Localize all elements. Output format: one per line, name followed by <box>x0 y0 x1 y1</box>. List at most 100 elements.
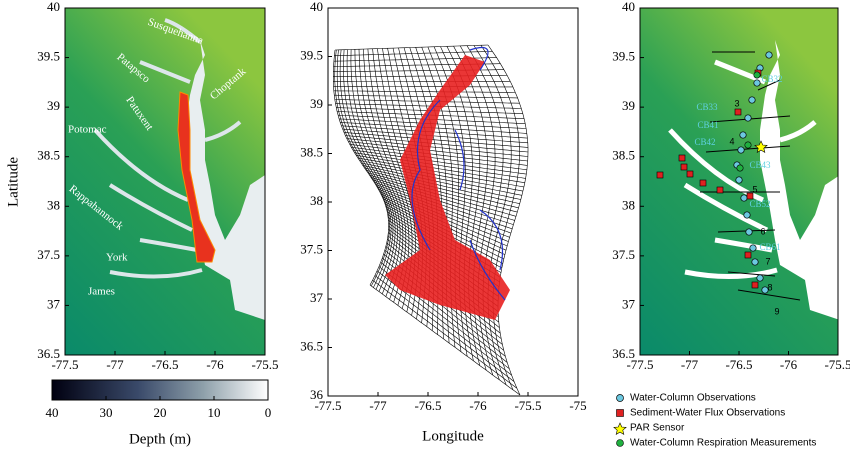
y-tick-label: 38 <box>622 197 635 212</box>
y-tick-label: 36.5 <box>300 338 323 353</box>
model-grid <box>333 44 529 396</box>
segment-label: 3 <box>734 98 739 108</box>
x-tick-label: -76 <box>780 357 798 372</box>
grid-cell-line <box>364 167 520 204</box>
bay-cells <box>385 55 510 320</box>
grid-cell-line <box>487 44 529 396</box>
flux-station <box>716 186 724 194</box>
station-label: CB61 <box>759 242 780 252</box>
x-tick-label: -76.5 <box>725 357 752 372</box>
x-tick-label: -76 <box>469 398 487 413</box>
x-tick-label: -75.5 <box>824 357 850 372</box>
water-column-station <box>735 176 743 184</box>
y-tick-label: 39.5 <box>300 47 323 62</box>
grid-cell-line <box>346 49 398 295</box>
grid-cell-line <box>373 181 513 230</box>
segment-label: 5 <box>752 184 757 194</box>
colorbar-label: Depth (m) <box>129 431 191 447</box>
x-tick-label: -77.5 <box>626 357 653 372</box>
grid-cell-line <box>369 284 521 396</box>
x-tick-label: -75.5 <box>251 357 278 372</box>
x-tick-label: -76 <box>206 357 224 372</box>
water-column-station <box>748 96 756 104</box>
colorbar-tick-label: 30 <box>100 405 113 420</box>
depth-map <box>65 8 265 355</box>
grid-cell-line <box>334 51 493 56</box>
water-column-station <box>744 114 752 122</box>
y-tick-label: 39 <box>310 96 323 111</box>
grid-cell-line <box>370 177 515 221</box>
grid-cell-line <box>369 174 517 217</box>
grid-cell-line <box>354 152 526 179</box>
flux-station <box>680 163 688 171</box>
segment-boundary <box>705 145 791 153</box>
grid-cell-line <box>363 49 410 306</box>
grid-cell-line <box>334 44 489 51</box>
legend-symbol <box>613 422 627 436</box>
grid-cell-line <box>374 275 515 382</box>
colorbar-tick-label: 0 <box>265 405 272 420</box>
flux-station <box>744 251 752 259</box>
station-label: CB33 <box>696 102 718 112</box>
grid-cell-line <box>346 138 528 157</box>
flux-station <box>751 281 759 289</box>
grid-cell-line <box>345 135 529 153</box>
grid-cell-line <box>350 49 401 297</box>
grid-cell-line <box>361 162 522 196</box>
grid-cell-line <box>334 94 518 99</box>
grid-cell-line <box>343 132 529 148</box>
water-column-station <box>751 258 759 266</box>
flux-station <box>734 108 742 116</box>
y-tick-label: 38.5 <box>300 144 323 159</box>
legend-symbol <box>616 439 624 447</box>
station-label: CB32 <box>761 74 782 84</box>
segment-label: 7 <box>765 256 770 266</box>
y-tick-label: 37.5 <box>37 247 60 262</box>
segment-label: 6 <box>760 226 765 236</box>
grid-cell-line <box>357 157 524 188</box>
station-markers <box>656 51 801 301</box>
grid-cell-line <box>333 75 508 77</box>
segment-label: 8 <box>767 282 772 292</box>
grid-cell-line <box>367 172 518 213</box>
legend-symbol <box>616 394 624 402</box>
y-tick-label: 39.5 <box>612 49 635 64</box>
grid-cell-line <box>333 86 513 88</box>
y-tick-label: 39.5 <box>37 49 60 64</box>
y-tick-label: 37 <box>47 296 61 311</box>
y-tick-label: 37 <box>310 290 324 305</box>
respiration-station <box>744 141 752 149</box>
grid-cell-line <box>367 48 413 309</box>
x-tick-label: -75 <box>569 398 586 413</box>
segment-boundary <box>727 271 776 277</box>
y-tick-label: 38.5 <box>37 148 60 163</box>
grid-cell-line <box>473 45 512 386</box>
grid-cell-line <box>351 146 527 171</box>
place-label: Potomac <box>68 124 107 136</box>
flux-station <box>678 154 686 162</box>
water-column-station <box>749 244 757 252</box>
water-column-station <box>743 211 751 219</box>
y-tick-label: 40 <box>622 0 635 14</box>
x-tick-label: -77.5 <box>51 357 78 372</box>
grid-cell-line <box>359 160 523 192</box>
grid-cell-line <box>356 155 525 183</box>
y-tick-label: 40 <box>310 0 323 14</box>
grid-cell-line <box>335 103 522 109</box>
y-axis-label: Latitude <box>5 157 21 207</box>
grid-cell-line <box>372 279 518 389</box>
grid-cell-line <box>366 170 519 209</box>
y-tick-label: 37 <box>622 296 636 311</box>
water-column-station <box>745 228 753 236</box>
x-tick-label: -77 <box>369 398 387 413</box>
place-label: York <box>106 252 128 264</box>
water-column-station <box>753 79 761 87</box>
grid-cell-line <box>354 49 404 300</box>
flux-station <box>656 171 664 179</box>
segment-boundary <box>757 79 781 91</box>
coastline <box>411 46 506 301</box>
station-label: CB42 <box>694 137 715 147</box>
station-label: CB41 <box>697 120 718 130</box>
grid-cell-line <box>362 165 521 200</box>
legend-label: PAR Sensor <box>630 423 685 434</box>
